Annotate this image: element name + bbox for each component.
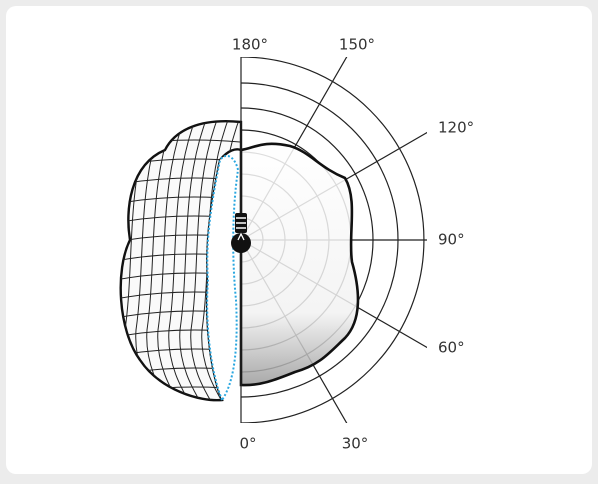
angle-label: 180° <box>232 36 268 54</box>
angle-label: 120° <box>438 119 474 137</box>
angle-label: 0° <box>239 435 256 453</box>
angle-label: 150° <box>339 36 375 54</box>
bulb-icon <box>231 213 251 253</box>
angle-label: 90° <box>438 231 465 249</box>
distribution-curve <box>239 142 360 387</box>
angle-label: 30° <box>342 435 369 453</box>
mesh-body <box>119 120 243 403</box>
mesh-line <box>190 121 222 401</box>
angle-label: 60° <box>438 339 465 357</box>
angle-labels: 180° 150° 120° 90° 60° 30° 0° <box>232 36 474 453</box>
mesh-line <box>168 121 200 401</box>
mesh-line <box>201 121 233 401</box>
mesh-line <box>179 121 211 401</box>
